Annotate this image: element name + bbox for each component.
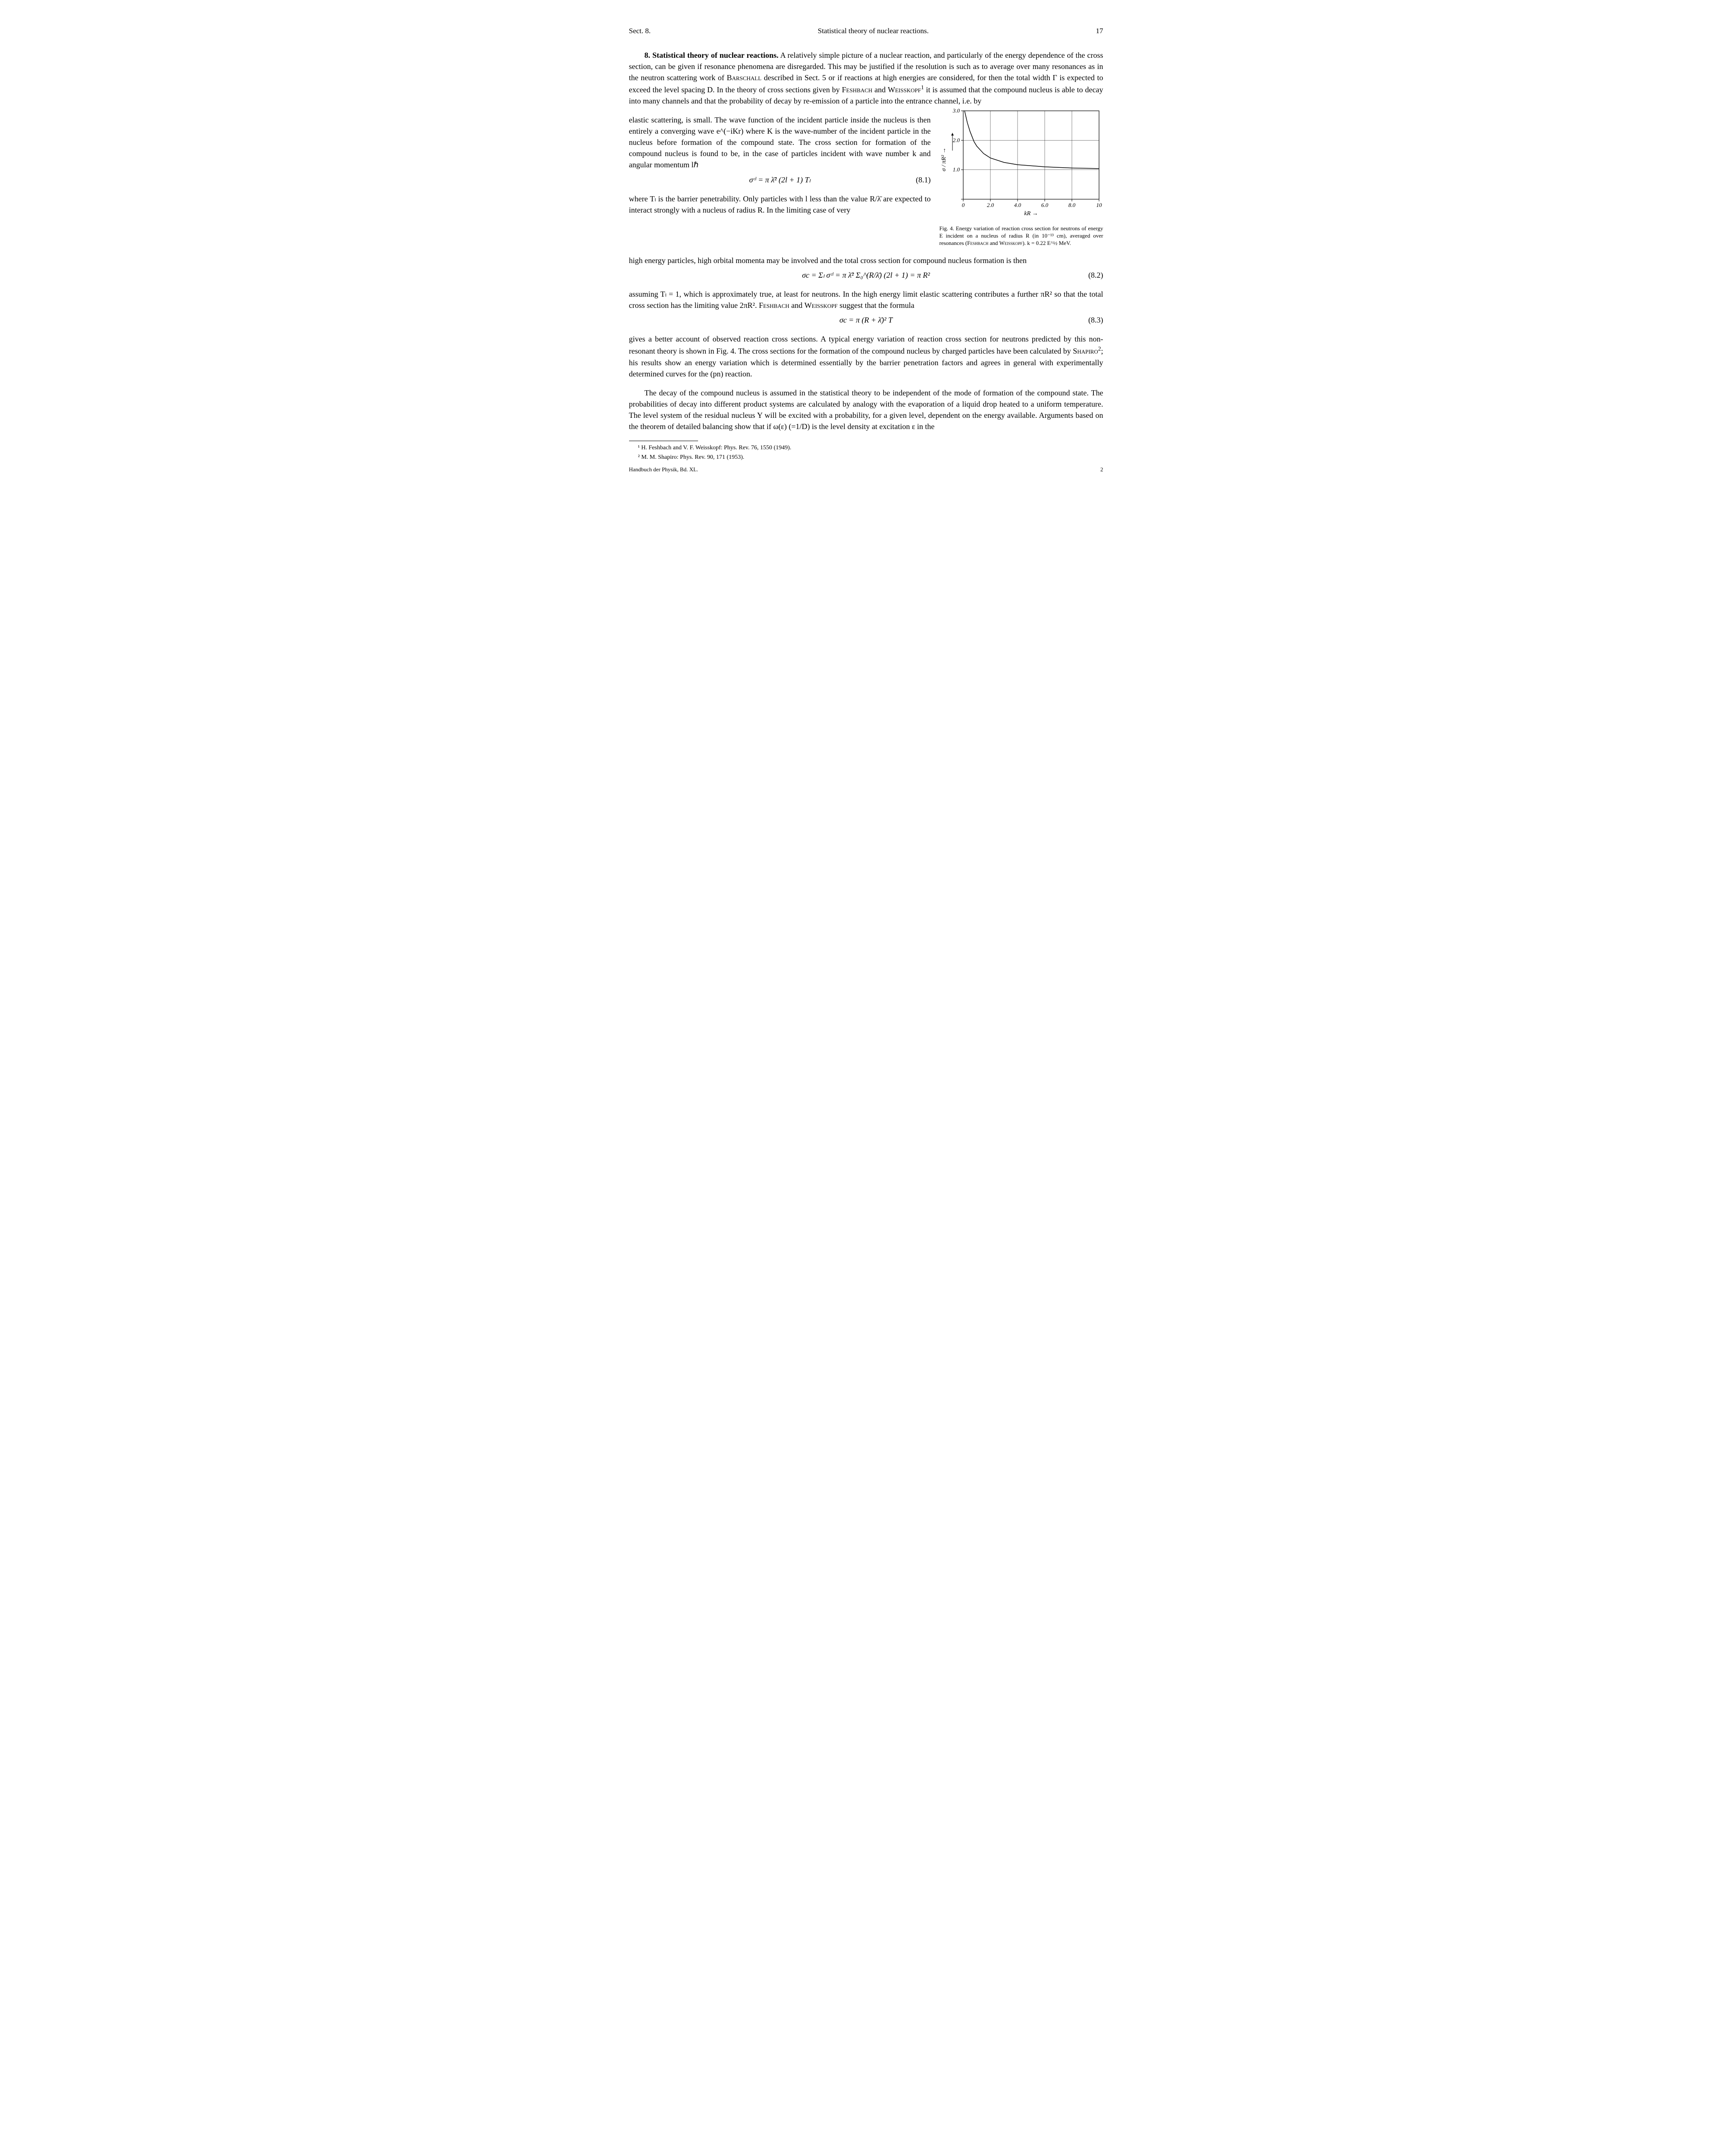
figure-4-chart: 0 2.0 4.0 6.0 8.0 10 1.0 2.0 3.0 kR → σ / πR² →: [940, 107, 1103, 219]
header-page-number: 17: [1096, 26, 1103, 37]
figure-4: 0 2.0 4.0 6.0 8.0 10 1.0 2.0 3.0 kR → σ / πR² → Fi…: [940, 107, 1103, 247]
fig-caption-and: and: [988, 240, 999, 246]
equation-8-3: σc = π (R + λ̄)² T (8.3): [629, 314, 1103, 326]
paragraph-1-top: 8. Statistical theory of nuclear reactio…: [629, 50, 1103, 107]
footer-left: Handbuch der Physik, Bd. XL.: [629, 466, 698, 474]
footer-right: 2: [1100, 466, 1103, 474]
section-heading: 8. Statistical theory of nuclear reactio…: [645, 51, 779, 60]
svg-text:10: 10: [1096, 202, 1102, 208]
paragraph-2-left: where Tₗ is the barrier penetrability. O…: [629, 193, 931, 216]
eq-8-2-body: σc = Σₗ σᶜˡ = π λ̄² Σ₀^(R/λ̄) (2l + 1) =…: [802, 270, 930, 281]
footnote-1: ¹ H. Feshbach and V. F. Weisskopf: Phys.…: [629, 444, 1103, 452]
svg-text:0: 0: [962, 202, 965, 208]
eq-8-1-body: σᶜˡ = π λ̄² (2l + 1) Tₗ: [749, 174, 810, 185]
footnote-ref-1: 1: [921, 84, 924, 91]
left-text-column: elastic scattering, is small. The wave f…: [629, 107, 931, 216]
paragraph-4: gives a better account of observed react…: [629, 333, 1103, 379]
eq-8-3-body: σc = π (R + λ̄)² T: [839, 314, 893, 326]
svg-text:1.0: 1.0: [952, 166, 960, 173]
author-feshbach-2: Feshbach: [759, 301, 789, 310]
paragraph-2-cont: high energy particles, high orbital mome…: [629, 255, 1103, 266]
running-header: Sect. 8. Statistical theory of nuclear r…: [629, 26, 1103, 37]
figure-4-caption: Fig. 4. Energy variation of reaction cro…: [940, 225, 1103, 247]
footnote-2: ² M. M. Shapiro: Phys. Rev. 90, 171 (195…: [629, 453, 1103, 462]
fig-caption-b: ). k = 0.22 E^½ MeV.: [1022, 240, 1071, 246]
author-feshbach: Feshbach: [842, 85, 873, 94]
author-shapiro: Shapiro: [1073, 347, 1098, 355]
p4a-text: gives a better account of observed react…: [629, 335, 1103, 355]
svg-text:4.0: 4.0: [1014, 202, 1021, 208]
text-figure-wrap: elastic scattering, is small. The wave f…: [629, 107, 1103, 247]
fig-author-feshbach: Feshbach: [967, 240, 988, 246]
p3b-text: suggest that the formula: [838, 301, 915, 310]
svg-text:6.0: 6.0: [1041, 202, 1048, 208]
svg-text:kR →: kR →: [1024, 210, 1038, 217]
svg-text:8.0: 8.0: [1068, 202, 1075, 208]
paragraph-5: The decay of the compound nucleus is ass…: [629, 387, 1103, 432]
equation-8-2: σc = Σₗ σᶜˡ = π λ̄² Σ₀^(R/λ̄) (2l + 1) =…: [629, 270, 1103, 281]
author-weisskopf: Weisskopf: [888, 85, 921, 94]
eq-8-2-number: (8.2): [1088, 270, 1103, 281]
header-title: Statistical theory of nuclear reactions.: [651, 26, 1096, 37]
author-barschall: Barschall: [727, 73, 761, 82]
fig-author-weisskopf: Weisskopf: [999, 240, 1023, 246]
header-section: Sect. 8.: [629, 26, 651, 37]
paragraph-1-left: elastic scattering, is small. The wave f…: [629, 114, 931, 170]
eq-8-1-number: (8.1): [916, 174, 931, 185]
p1-and: and: [872, 85, 888, 94]
svg-text:σ / πR² →: σ / πR² →: [941, 147, 947, 171]
paragraph-3: assuming Tₗ = 1, which is approximately …: [629, 288, 1103, 311]
eq-8-3-number: (8.3): [1088, 314, 1103, 326]
page: Sect. 8. Statistical theory of nuclear r…: [629, 26, 1103, 474]
p3-and: and: [789, 301, 805, 310]
page-footer: Handbuch der Physik, Bd. XL. 2: [629, 466, 1103, 474]
author-weisskopf-2: Weisskopf: [805, 301, 838, 310]
equation-8-1: σᶜˡ = π λ̄² (2l + 1) Tₗ (8.1): [629, 174, 931, 185]
svg-text:2.0: 2.0: [987, 202, 994, 208]
svg-text:2.0: 2.0: [952, 137, 960, 143]
svg-text:3.0: 3.0: [952, 107, 960, 114]
